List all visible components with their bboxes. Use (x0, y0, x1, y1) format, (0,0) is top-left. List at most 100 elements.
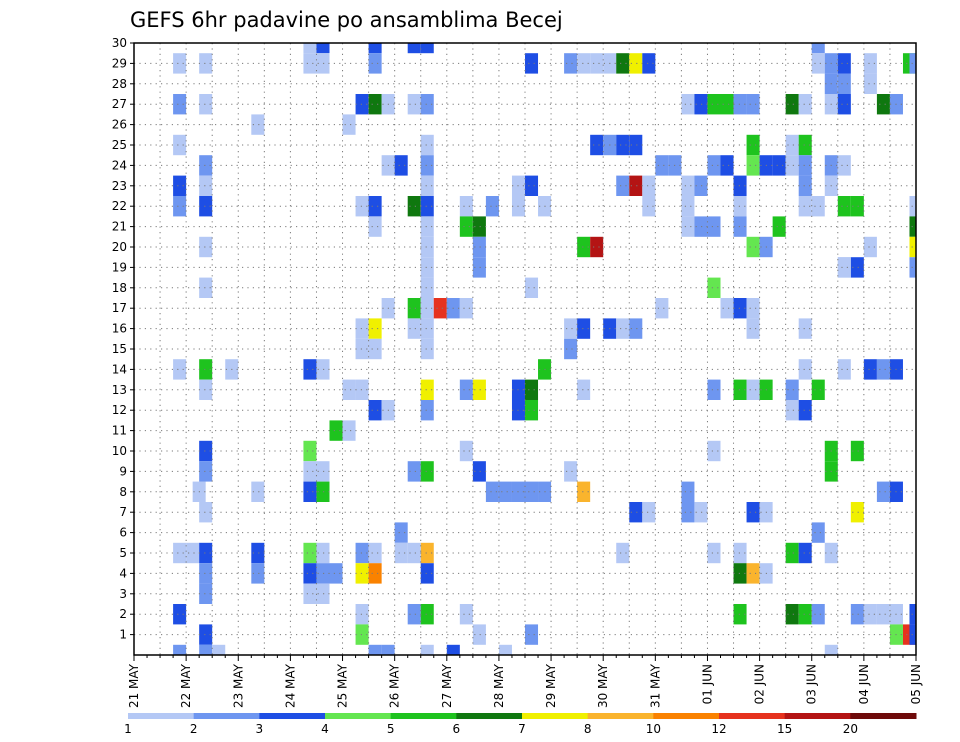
heatmap-cell (798, 542, 812, 564)
heatmap-cell (472, 624, 486, 645)
heatmap-cell (785, 155, 799, 176)
heatmap-cell (316, 43, 330, 54)
heatmap-cell (459, 440, 473, 462)
colorbar-swatch (653, 713, 720, 719)
heatmap-cell (707, 542, 721, 564)
heatmap-cell (694, 94, 708, 115)
heatmap-cell (199, 236, 213, 258)
heatmap-cell (811, 604, 825, 625)
heatmap-cell (707, 379, 721, 400)
y-tick-label: 12 (112, 403, 127, 417)
heatmap-cell (733, 604, 747, 625)
heatmap-cell (355, 379, 369, 400)
heatmap-cell (407, 43, 421, 54)
colorbar-label: 5 (387, 722, 395, 736)
x-tick-label: 23 MAY (231, 663, 245, 708)
colorbar-swatch (719, 713, 786, 719)
heatmap-cell (420, 338, 434, 360)
heatmap-cell (616, 318, 630, 339)
colorbar-label: 1 (124, 722, 132, 736)
heatmap-cell (746, 563, 760, 584)
heatmap-cell (472, 236, 486, 258)
heatmap-cell (355, 338, 369, 360)
heatmap-cell (472, 257, 486, 278)
heatmap-cell (368, 94, 382, 115)
heatmap-cell (681, 175, 695, 196)
heatmap-cell (837, 257, 851, 278)
heatmap-cell (173, 94, 187, 115)
heatmap-cell (199, 461, 213, 482)
heatmap-cell (329, 420, 343, 441)
heatmap-cell (316, 542, 330, 564)
heatmap-cell (525, 400, 539, 421)
heatmap-cell (798, 94, 812, 115)
heatmap-cell (876, 604, 890, 625)
heatmap-cell (811, 522, 825, 543)
heatmap-cell (746, 155, 760, 176)
colorbar-label: 10 (646, 722, 661, 736)
heatmap-cell (420, 461, 434, 482)
heatmap-cell (199, 94, 213, 115)
heatmap-cell (525, 624, 539, 645)
heatmap-cell (472, 216, 486, 237)
heatmap-cell (590, 236, 604, 258)
heatmap-cell (199, 583, 213, 604)
heatmap-cell (355, 624, 369, 645)
heatmap-cell (707, 277, 721, 298)
colorbar-swatch (193, 713, 260, 719)
y-tick-label: 7 (119, 505, 127, 519)
y-tick-label: 20 (112, 240, 127, 254)
heatmap-cell (681, 481, 695, 502)
x-tick-label: 26 MAY (388, 663, 402, 708)
heatmap-cell (863, 73, 877, 94)
y-tick-label: 30 (112, 36, 127, 50)
heatmap-cell (199, 644, 213, 655)
heatmap-cell (811, 196, 825, 217)
y-tick-label: 19 (112, 260, 127, 274)
heatmap-cell (173, 53, 187, 74)
y-tick-label: 17 (112, 301, 127, 315)
heatmap-cell (368, 542, 382, 564)
heatmap-cell (642, 175, 656, 196)
colorbar-swatch (456, 713, 523, 719)
heatmap-cell (850, 502, 864, 523)
heatmap-cell (863, 604, 877, 625)
heatmap-cell (199, 155, 213, 176)
heatmap-cell (199, 502, 213, 523)
y-tick-label: 11 (112, 424, 127, 438)
heatmap-cell (342, 114, 356, 135)
heatmap-cell (173, 359, 187, 380)
heatmap-cell (498, 644, 512, 655)
heatmap-cell (368, 563, 382, 584)
heatmap-cell (199, 277, 213, 298)
heatmap-cell (420, 236, 434, 258)
heatmap-cell (355, 542, 369, 564)
heatmap-cell (655, 155, 669, 176)
heatmap-cell (199, 542, 213, 564)
heatmap-cell (681, 216, 695, 237)
heatmap-cell (733, 175, 747, 196)
heatmap-cell (342, 379, 356, 400)
heatmap-cell (459, 196, 473, 217)
heatmap-cell (694, 216, 708, 237)
heatmap-cell (525, 379, 539, 400)
heatmap-cell (746, 318, 760, 339)
y-tick-label: 25 (112, 138, 127, 152)
colorbar-swatch (390, 713, 457, 719)
heatmap-cell (303, 43, 317, 54)
y-tick-label: 26 (112, 118, 127, 132)
y-tick-label: 13 (112, 383, 127, 397)
colorbar-swatch (784, 713, 851, 719)
heatmap-cell (772, 216, 786, 237)
y-tick-label: 1 (119, 628, 127, 642)
heatmap-cell (303, 583, 317, 604)
heatmap-cell (459, 298, 473, 319)
heatmap-cell (407, 604, 421, 625)
y-tick-label: 18 (112, 281, 127, 295)
heatmap-cell (863, 359, 877, 380)
x-tick-label: 22 MAY (179, 663, 193, 708)
heatmap-cell (772, 155, 786, 176)
heatmap-cell (733, 298, 747, 319)
colorbar-label: 7 (518, 722, 526, 736)
heatmap-cell (616, 542, 630, 564)
